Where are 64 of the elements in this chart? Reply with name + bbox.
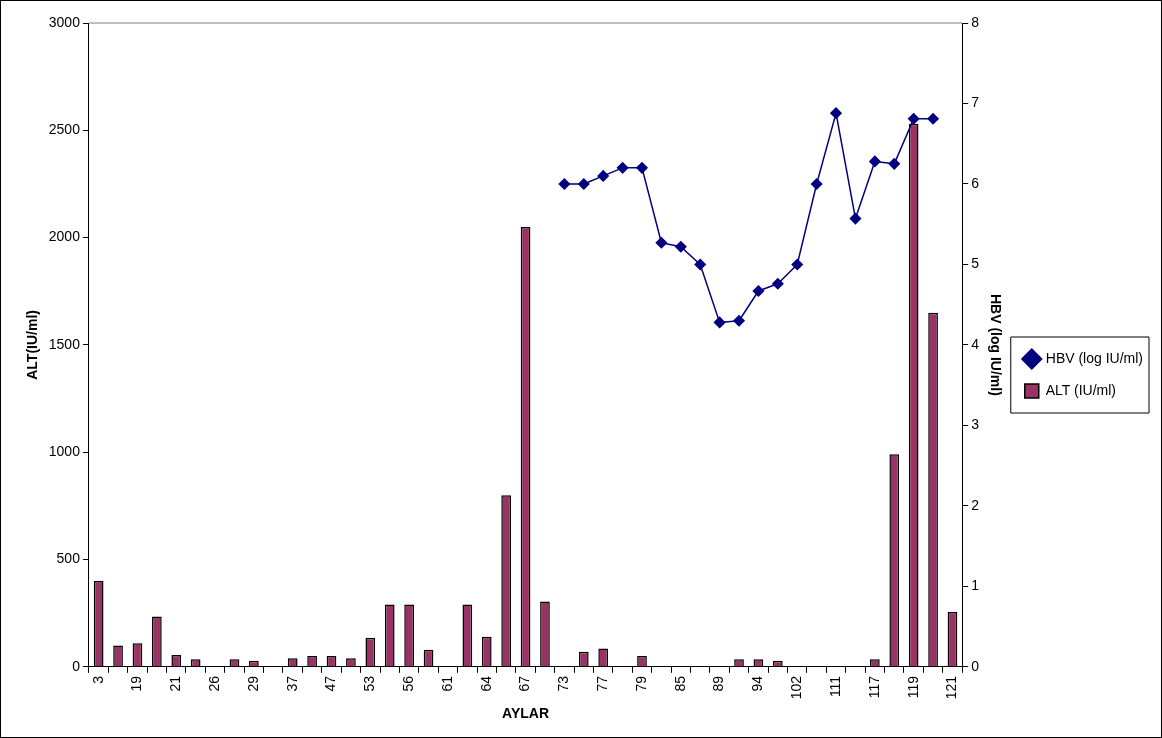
x-tick-label: 94 xyxy=(749,675,766,692)
y2-tick-label: 5 xyxy=(971,255,980,272)
y2-tick-label: 3 xyxy=(971,416,980,433)
x-tick-label: 119 xyxy=(904,675,921,699)
point xyxy=(869,155,881,168)
x-tick-label: 61 xyxy=(438,675,455,692)
x-tick-label: 89 xyxy=(710,675,727,692)
y-tick-label: 1500 xyxy=(48,335,81,352)
x-tick-label: 26 xyxy=(205,675,222,692)
x-tick-label: 21 xyxy=(167,675,184,692)
x-axis-title: AYLAR xyxy=(502,705,550,722)
point xyxy=(694,258,706,271)
y-tick-label: 2500 xyxy=(48,121,81,138)
point xyxy=(927,113,939,125)
point xyxy=(655,236,668,249)
point xyxy=(616,162,629,174)
y2-axis-title: HBV (log IU/ml) xyxy=(987,293,1004,396)
y2-tick-label: 7 xyxy=(971,94,980,111)
y2-tick-label: 0 xyxy=(971,657,980,674)
point xyxy=(597,170,609,182)
point xyxy=(849,212,862,225)
point xyxy=(772,278,784,290)
point xyxy=(558,178,571,190)
point xyxy=(888,158,901,170)
point xyxy=(752,285,765,297)
y-tick-label: 500 xyxy=(56,550,81,567)
x-tick-label: 111 xyxy=(826,675,843,698)
x-tick-label: 117 xyxy=(865,675,882,699)
x-tick-label: 37 xyxy=(283,675,300,692)
x-tick-label: 121 xyxy=(943,675,960,700)
point xyxy=(713,316,726,329)
x-tick-label: 79 xyxy=(632,675,649,692)
legend-label: ALT (IU/ml) xyxy=(1045,381,1117,398)
y2-tick-label: 8 xyxy=(971,13,980,30)
x-tick-label: 3 xyxy=(89,675,106,684)
x-tick-label: 67 xyxy=(516,675,533,692)
point xyxy=(733,315,745,327)
point xyxy=(578,178,590,190)
x-tick-label: 64 xyxy=(477,675,494,692)
point xyxy=(675,240,687,253)
y2-tick-label: 1 xyxy=(971,577,980,594)
x-tick-label: 47 xyxy=(322,675,339,692)
x-tick-label: 53 xyxy=(361,675,378,692)
x-tick-label: 73 xyxy=(555,675,572,692)
x-tick-label: 85 xyxy=(671,675,688,692)
y-axis-title: ALT(IU/ml) xyxy=(24,310,41,380)
y-tick-label: 2000 xyxy=(48,228,81,245)
point xyxy=(907,113,920,125)
legend-label: HBV (log IU/ml) xyxy=(1045,349,1143,366)
point xyxy=(791,258,803,271)
x-tick-label: 29 xyxy=(244,675,261,692)
y-tick-label: 0 xyxy=(72,657,81,674)
x-tick-label: 102 xyxy=(788,675,805,700)
y-tick-label: 3000 xyxy=(48,13,81,30)
y2-tick-label: 2 xyxy=(971,496,980,513)
point xyxy=(636,162,648,174)
x-tick-label: 77 xyxy=(594,675,611,692)
y2-tick-label: 4 xyxy=(971,335,980,352)
x-tick-label: 56 xyxy=(399,675,416,692)
y2-tick-label: 6 xyxy=(971,174,980,191)
y-tick-label: 1000 xyxy=(48,443,81,460)
point xyxy=(830,107,842,119)
point xyxy=(810,178,823,190)
x-tick-label: 19 xyxy=(128,675,145,692)
